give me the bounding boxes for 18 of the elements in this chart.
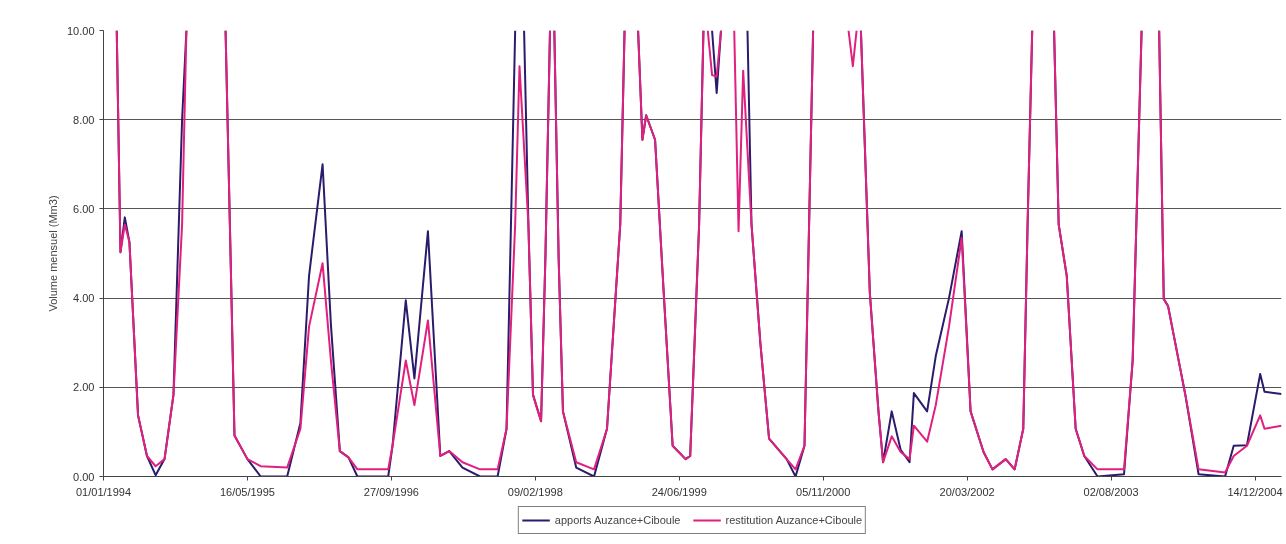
legend-label: restitution Auzance+Ciboule	[725, 514, 863, 526]
x-tick-label: 01/01/1994	[75, 485, 132, 498]
y-tick-label: 10.00	[66, 24, 95, 37]
y-tick-label: 4.00	[73, 292, 95, 305]
y-tick-label: 2.00	[73, 381, 95, 394]
x-tick-label: 20/03/2002	[939, 485, 995, 498]
legend-label: apports Auzance+Ciboule	[554, 514, 681, 526]
x-tick-label: 02/08/2003	[1083, 485, 1139, 498]
y-axis-title: Volume mensuel (Mm3)	[46, 195, 59, 312]
x-tick-label: 27/09/1996	[363, 485, 419, 498]
x-tick-label: 16/05/1995	[219, 485, 275, 498]
y-tick-label: 8.00	[73, 113, 95, 126]
x-tick-label: 24/06/1999	[651, 485, 707, 498]
x-tick-label: 09/02/1998	[507, 485, 563, 498]
y-tick-label: 6.00	[73, 202, 95, 215]
x-tick-label: 05/11/2000	[796, 485, 851, 498]
y-tick-label: 0.00	[73, 470, 95, 483]
x-tick-label: 14/12/2004	[1227, 485, 1283, 498]
